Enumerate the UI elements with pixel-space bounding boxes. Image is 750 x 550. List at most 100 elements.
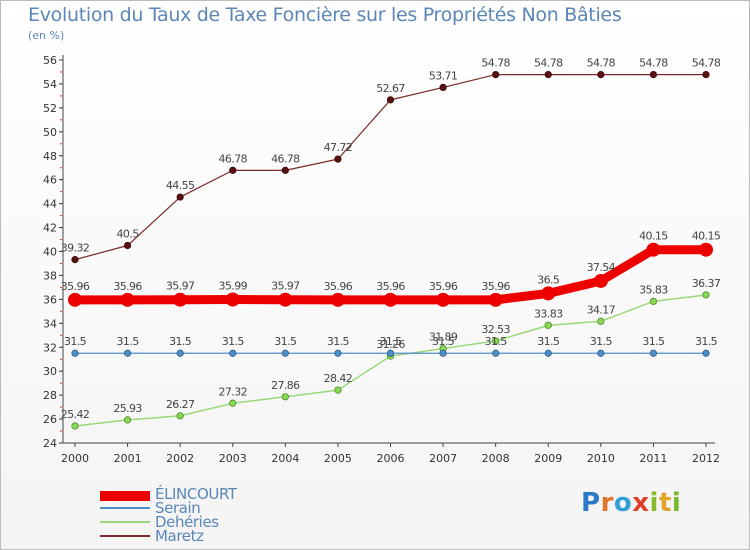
data-label: 32.53 [481,323,510,336]
data-label: 35.96 [113,280,142,293]
data-point [386,349,395,357]
data-point [649,349,658,357]
data-label: 31.5 [222,335,245,348]
data-point [702,291,710,299]
data-point [541,286,556,301]
data-point [71,422,79,430]
data-label: 31.5 [327,335,350,348]
data-label: 35.96 [429,280,458,293]
data-label: 40.15 [692,230,721,243]
y-tick-label: 30 [43,365,57,378]
data-point [281,349,289,357]
data-label: 31.5 [590,335,613,348]
data-label: 44.55 [166,179,195,192]
data-point [597,71,605,79]
x-tick-label: 2007 [429,452,457,465]
data-label: 54.78 [639,57,668,70]
legend-item-serain: Serain [100,499,400,517]
data-label: 37.54 [587,261,616,274]
x-tick-label: 2001 [114,452,142,465]
data-point [646,242,661,257]
data-label: 31.5 [695,335,718,348]
data-label: 40.15 [639,230,668,243]
data-label: 54.78 [534,57,563,70]
data-label: 35.96 [376,280,405,293]
data-point [702,349,710,357]
y-tick-label: 40 [43,246,57,259]
y-tick-label: 44 [43,198,57,211]
legend-swatch-deheries [100,521,150,523]
data-label: 27.32 [219,385,248,398]
data-point [176,412,184,420]
y-tick-label: 26 [43,413,57,426]
y-tick-label: 38 [43,269,57,282]
data-label: 54.78 [481,57,510,70]
data-point [330,292,345,307]
data-label: 46.78 [271,152,300,165]
data-label: 25.93 [113,402,142,415]
data-label: 27.86 [271,379,300,392]
series-layer [68,71,713,430]
legend-item-elincourt: ÉLINCOURT [100,485,400,503]
y-tick-label: 46 [43,174,57,187]
legend-swatch-elincourt [100,491,150,501]
data-label: 54.78 [587,57,616,70]
data-point [176,349,184,357]
x-tick-label: 2003 [219,452,247,465]
data-point [225,292,240,307]
data-point [281,393,289,401]
y-tick-label: 52 [43,102,57,115]
data-point [123,241,132,250]
legend: ÉLINCOURT Serain Dehéries Maretz [100,485,400,545]
data-labels: 35.96 35.96 35.97 35.99 35.97 35.96 35.96 35.96… [61,57,722,421]
data-label: 35.96 [61,280,90,293]
data-point [544,349,552,357]
data-label: 31.5 [274,335,297,348]
data-point [492,337,500,345]
data-label: 33.83 [534,307,563,320]
data-point [488,292,503,307]
data-point [334,349,342,357]
data-point [492,71,500,79]
data-point [229,349,237,357]
data-label: 28.42 [324,372,353,385]
x-tick-label: 2005 [324,452,352,465]
x-tick-label: 2008 [482,452,510,465]
data-label: 31.5 [379,335,402,348]
data-point [334,155,342,163]
legend-label-deheries: Dehéries [155,513,219,531]
data-point [597,349,605,357]
data-label: 31.5 [432,335,455,348]
chart-subtitle: (en %) [28,29,65,42]
data-point [123,349,132,357]
y-tick-label: 56 [43,54,57,67]
data-label: 35.99 [219,279,248,292]
y-tick-label: 42 [43,222,57,235]
data-label: 36.37 [692,277,721,290]
y-tick-label: 54 [43,78,57,91]
data-label: 31.26 [376,338,405,351]
data-label: 25.42 [61,408,90,421]
data-label: 31.5 [117,335,140,348]
data-point [173,292,188,307]
data-label: 40.5 [117,228,140,241]
proxiti-logo: Proxiti [581,488,682,518]
data-point [386,96,395,104]
y-tick-label: 50 [43,126,57,139]
y-tick-label: 32 [43,341,57,354]
x-tick-label: 2000 [61,452,89,465]
data-label: 39.32 [61,242,90,255]
data-label: 31.5 [169,335,192,348]
legend-label-maretz: Maretz [155,527,204,545]
y-tick-label: 24 [43,437,57,450]
x-tick-label: 2010 [587,452,615,465]
data-point [649,297,658,306]
x-tick-label: 2012 [692,452,720,465]
legend-item-maretz: Maretz [100,527,400,545]
data-point [544,321,552,329]
data-label: 35.96 [324,280,353,293]
legend-label-serain: Serain [155,499,201,517]
data-point [439,83,447,92]
data-point [492,349,500,357]
